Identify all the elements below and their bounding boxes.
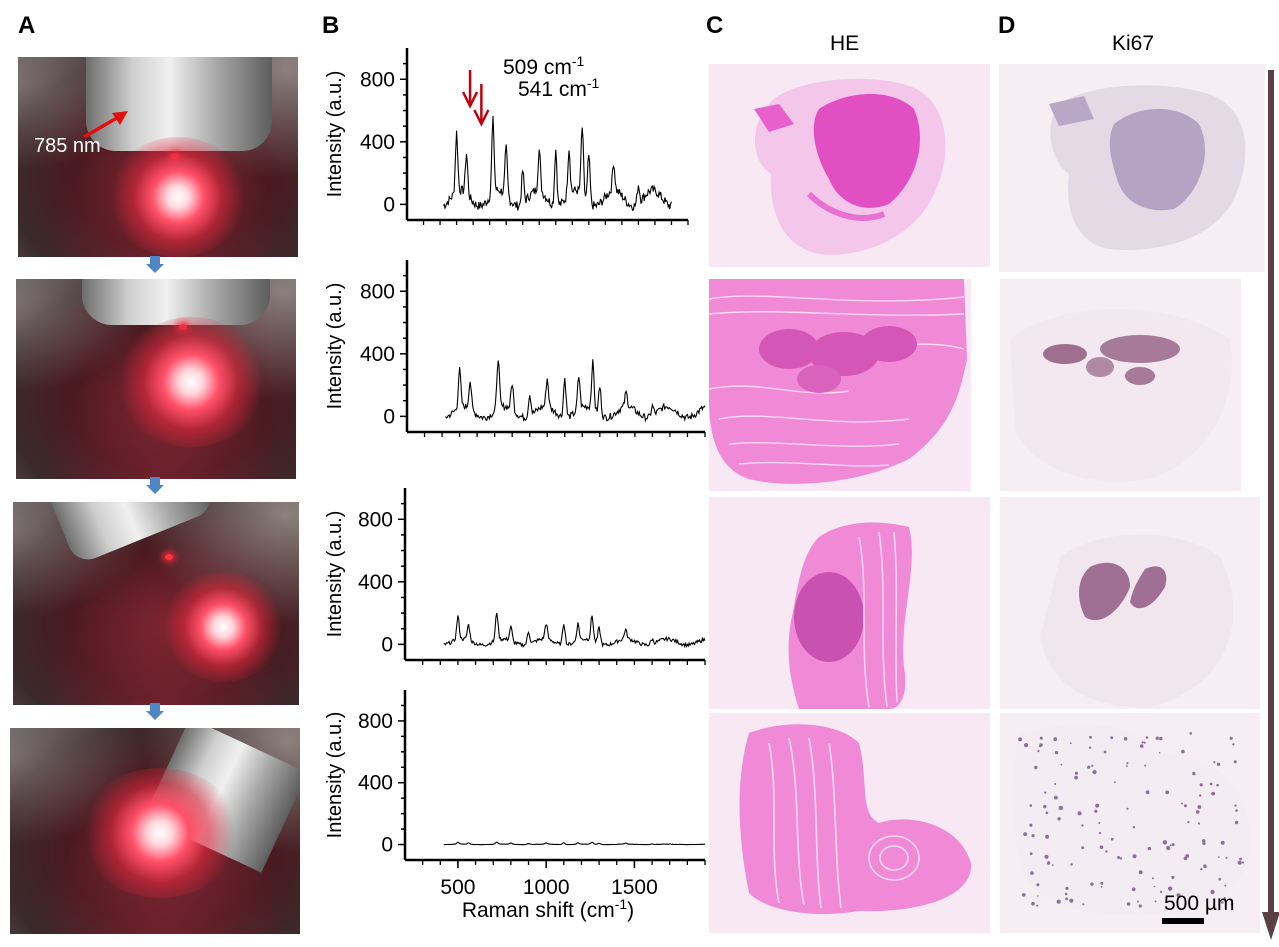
y-tick-label: 400 — [358, 772, 393, 795]
he-section-3 — [709, 497, 990, 709]
raman-probe — [86, 57, 272, 151]
ki67-section-3 — [1000, 497, 1260, 709]
panel-letter-d: D — [998, 12, 1016, 39]
ki67-section-1 — [999, 64, 1265, 272]
panel-letter-b: B — [322, 12, 340, 39]
ki67-section-2 — [1000, 279, 1241, 491]
scale-bar-label: 500 µm — [1164, 892, 1235, 915]
y-tick-label: 800 — [358, 508, 393, 531]
x-tick-label: 1500 — [611, 876, 658, 899]
spectrum-line — [443, 612, 706, 649]
laser-spot — [163, 572, 283, 682]
surgery-photo-4 — [10, 728, 300, 934]
peak-label-541: 541 cm-1 — [518, 75, 600, 101]
y-tick-label: 400 — [360, 343, 395, 366]
surgery-photo-2 — [16, 279, 296, 479]
y-axis-label: Intensity (a.u.) — [324, 712, 346, 839]
panel-letter-a: A — [18, 12, 36, 39]
spectrum-line — [443, 841, 705, 846]
ki67-section-4 — [1000, 713, 1260, 933]
he-section-4 — [709, 713, 990, 933]
spectrum-line — [442, 115, 673, 212]
y-tick-label: 0 — [381, 834, 393, 857]
panel-letter-c: C — [706, 12, 724, 39]
flow-arrow-icon — [146, 477, 164, 494]
peak-label-509: 509 cm-1 — [503, 53, 585, 79]
y-axis-label: Intensity (a.u.) — [324, 283, 346, 410]
y-tick-label: 800 — [360, 280, 395, 303]
y-tick-label: 800 — [360, 68, 395, 91]
x-tick-label: 1000 — [523, 876, 570, 899]
laser-spot — [108, 137, 248, 257]
surgery-photo-1: 785 nm — [18, 57, 298, 257]
x-axis-label: Raman shift (cm-1) — [462, 896, 634, 922]
y-tick-label: 0 — [381, 633, 393, 656]
peak-arrow-head — [461, 91, 479, 109]
depth-progress-arrow-icon — [1262, 70, 1279, 940]
y-tick-label: 400 — [358, 571, 393, 594]
surgery-photo-3 — [13, 502, 299, 705]
laser-spot — [116, 317, 266, 447]
y-axis-label: Intensity (a.u.) — [324, 71, 346, 198]
ki67-column-title: Ki67 — [1112, 32, 1155, 55]
laser-wavelength-label: 785 nm — [34, 135, 101, 157]
flow-arrow-icon — [146, 703, 164, 720]
y-tick-label: 0 — [383, 193, 395, 216]
laser-arrow-icon — [83, 111, 128, 139]
spectrum-line — [445, 359, 706, 423]
laser-spot — [80, 768, 240, 898]
he-section-1 — [709, 64, 990, 267]
scale-bar — [1162, 918, 1204, 924]
peak-arrow-head — [473, 109, 490, 127]
y-axis-label: Intensity (a.u.) — [324, 511, 346, 638]
flow-arrow-icon — [146, 256, 164, 273]
y-tick-label: 800 — [358, 710, 393, 733]
y-tick-label: 0 — [383, 405, 395, 428]
x-tick-label: 500 — [440, 876, 475, 899]
he-section-2 — [709, 279, 971, 491]
y-tick-label: 400 — [360, 131, 395, 154]
he-column-title: HE — [830, 32, 860, 55]
